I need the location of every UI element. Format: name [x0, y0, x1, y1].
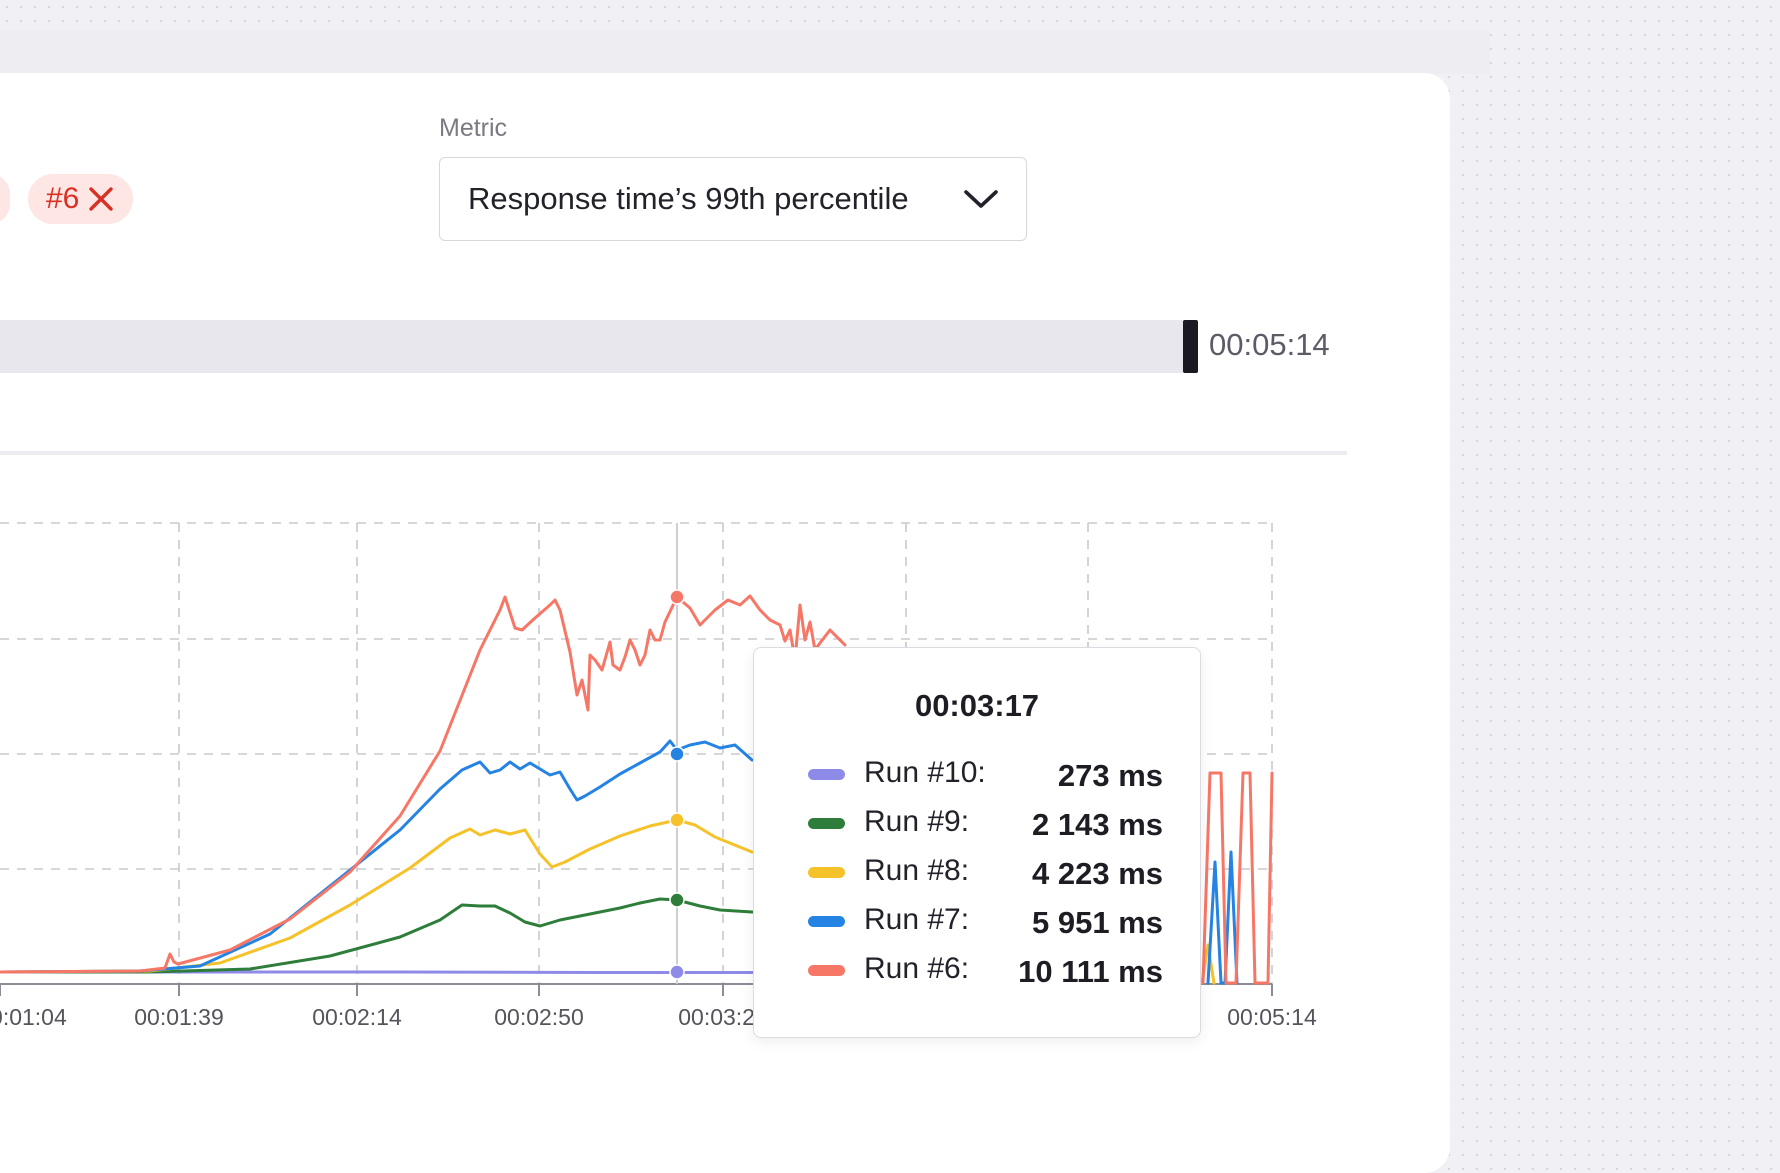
- tooltip-row-run-6: Run #6: 10 111 ms: [808, 952, 1163, 992]
- legend-swatch: [808, 769, 845, 780]
- tooltip-series-name: Run #9:: [864, 805, 970, 838]
- tooltip-series-name: Run #8:: [864, 854, 970, 887]
- section-divider: [0, 451, 1347, 455]
- page-header-band: [0, 30, 1490, 74]
- series-line-run-9: [0, 897, 754, 974]
- metric-select[interactable]: Response time’s 99th percentile: [439, 157, 1027, 241]
- x-tick-label: 00:03:25: [678, 1004, 768, 1030]
- chart-card: [0, 73, 1450, 1173]
- tooltip-series-name: Run #7:: [864, 903, 970, 936]
- x-tick-label: 00:01:04: [0, 1004, 67, 1030]
- series-line-run-7: [0, 739, 754, 974]
- legend-swatch: [808, 965, 845, 976]
- tooltip-series-value: 4 223 ms: [1032, 856, 1163, 891]
- metric-selected-value: Response time’s 99th percentile: [468, 181, 909, 216]
- tooltip-series-name: Run #10:: [864, 756, 986, 789]
- hover-point-run-9: [669, 892, 685, 908]
- hover-point-run-7: [669, 746, 685, 762]
- series-spikes-run-7: [1206, 850, 1239, 985]
- tooltip-series-value: 273 ms: [1057, 758, 1163, 793]
- x-axis-ticks: [0, 984, 1273, 996]
- series-line-run-6: [0, 594, 847, 974]
- x-tick-label: 00:05:14: [1227, 1004, 1317, 1030]
- chart-tooltip: 00:03:17 Run #10: 273 ms Run #9: 2 143 m…: [753, 647, 1201, 1038]
- tooltip-series-value: 5 951 ms: [1032, 905, 1163, 940]
- legend-swatch: [808, 818, 845, 829]
- hover-point-run-6: [669, 589, 685, 605]
- legend-swatch: [808, 916, 845, 927]
- legend-swatch: [808, 867, 845, 878]
- tooltip-series-value: 10 111 ms: [1018, 954, 1163, 989]
- x-tick-label: 00:01:39: [134, 1004, 224, 1030]
- x-tick-label: 00:02:50: [494, 1004, 584, 1030]
- chevron-down-icon: [962, 186, 1000, 217]
- run-chip-6[interactable]: #6: [28, 174, 134, 224]
- series-spikes-run-6: [1201, 771, 1274, 985]
- run-chip-partial[interactable]: [0, 174, 10, 224]
- hover-point-run-8: [669, 812, 685, 828]
- series-line-run-8: [0, 818, 754, 974]
- metric-label: Metric: [439, 114, 508, 142]
- x-tick-label: 00:02:14: [312, 1004, 402, 1030]
- tooltip-series-value: 2 143 ms: [1032, 807, 1163, 842]
- timeline-end-label: 00:05:14: [1209, 327, 1330, 362]
- run-chip-label: #6: [46, 182, 80, 215]
- hover-point-run-10: [669, 964, 685, 980]
- tooltip-row-run-10: Run #10: 273 ms: [808, 756, 1163, 796]
- tooltip-row-run-9: Run #9: 2 143 ms: [808, 805, 1163, 845]
- tooltip-time: 00:03:17: [914, 688, 1040, 723]
- response-time-chart: [0, 522, 1274, 996]
- close-icon[interactable]: [87, 185, 115, 213]
- timeline-range-track[interactable]: [0, 320, 1185, 373]
- tooltip-row-run-7: Run #7: 5 951 ms: [808, 903, 1163, 943]
- hover-points: [669, 589, 685, 980]
- tooltip-row-run-8: Run #8: 4 223 ms: [808, 854, 1163, 894]
- tooltip-series-name: Run #6:: [864, 952, 970, 985]
- timeline-range-handle[interactable]: [1183, 320, 1198, 373]
